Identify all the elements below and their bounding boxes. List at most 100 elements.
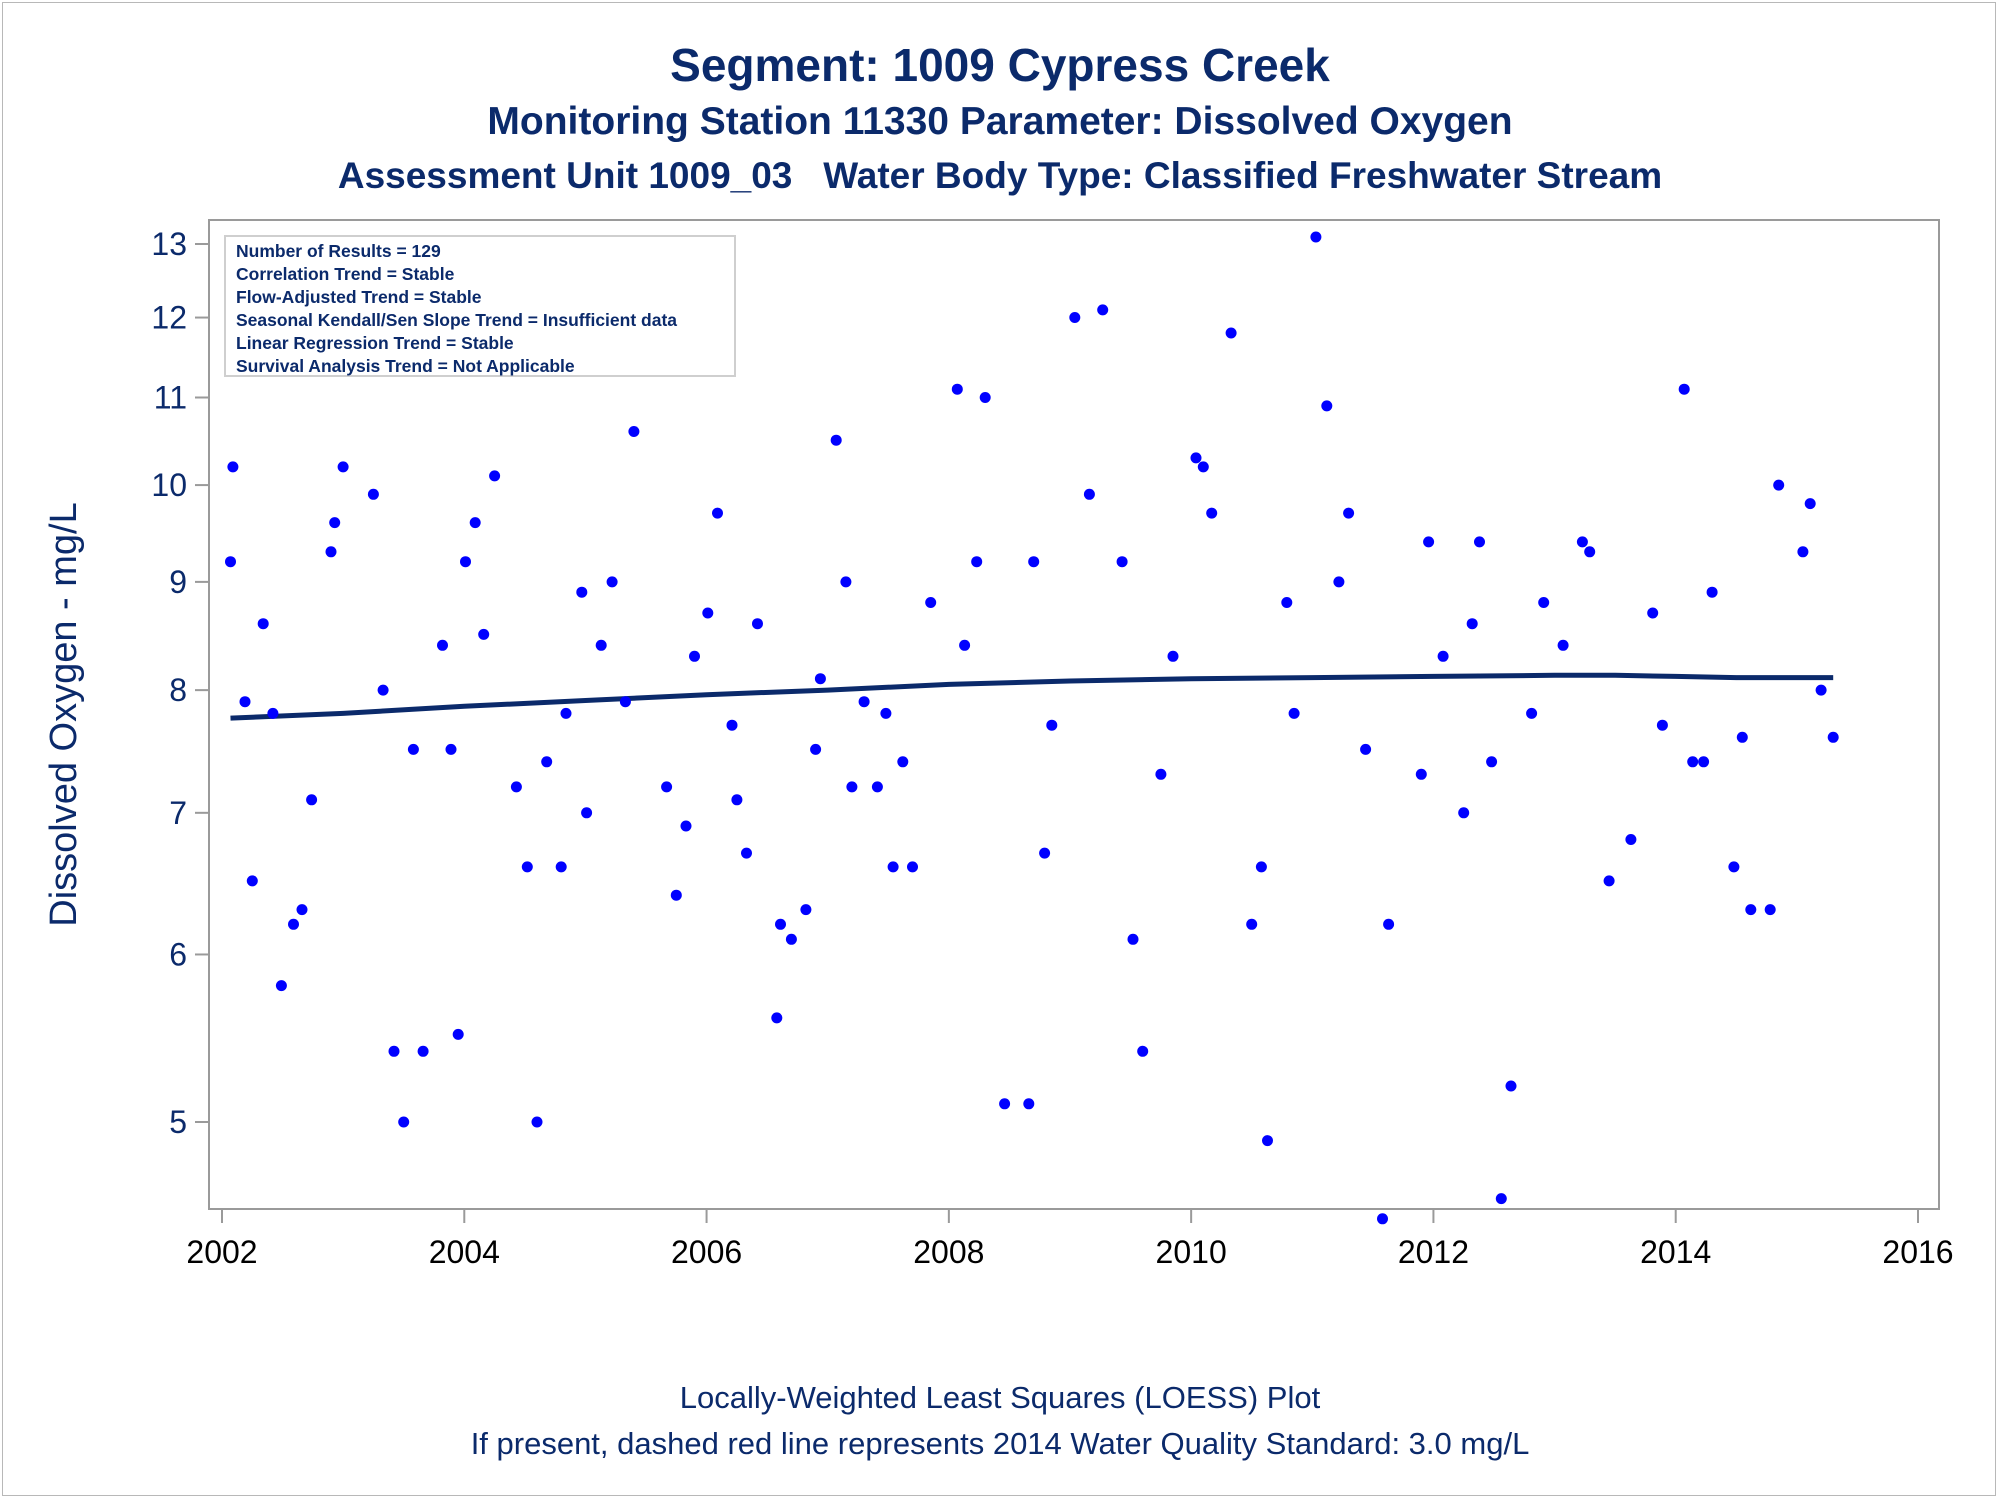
data-point: [1773, 479, 1785, 491]
data-point: [560, 707, 572, 719]
data-point: [814, 673, 826, 685]
data-point: [897, 756, 909, 768]
data-point: [1333, 576, 1345, 588]
x-tick-label: 2008: [913, 1234, 984, 1270]
data-point: [999, 1098, 1011, 1110]
data-point: [306, 794, 318, 806]
data-point: [1656, 719, 1668, 731]
data-point: [1023, 1098, 1035, 1110]
chart-subtitle-2: Assessment Unit 1009_03 Water Body Type:…: [337, 155, 1663, 196]
data-point: [1584, 546, 1596, 558]
data-point: [1167, 650, 1179, 662]
data-point: [452, 1028, 464, 1040]
data-point: [1603, 875, 1615, 887]
data-point: [377, 684, 389, 696]
x-tick-label: 2012: [1398, 1234, 1469, 1270]
data-point: [1069, 312, 1081, 323]
data-point: [1155, 768, 1167, 780]
footnote-loess: Locally-Weighted Least Squares (LOESS) P…: [679, 1380, 1321, 1415]
data-point: [925, 597, 937, 608]
data-point: [1625, 834, 1637, 845]
x-tick-label: 2006: [671, 1234, 742, 1270]
y-tick-label: 12: [151, 300, 187, 336]
data-point: [1206, 507, 1218, 519]
data-point: [858, 696, 870, 708]
data-point: [1557, 639, 1569, 651]
data-point: [239, 696, 251, 708]
data-point: [661, 781, 673, 793]
data-point: [1526, 707, 1538, 719]
data-point: [469, 517, 481, 529]
data-point: [1321, 400, 1333, 412]
data-point: [288, 918, 299, 930]
stat-number-of-results: Number of Results = 129: [236, 241, 441, 261]
data-point: [367, 488, 379, 500]
data-point: [275, 980, 287, 992]
data-point: [1197, 461, 1209, 473]
data-point: [257, 618, 269, 630]
stat-seasonal-kendall-trend: Seasonal Kendall/Sen Slope Trend = Insuf…: [236, 310, 678, 330]
data-point: [810, 743, 822, 755]
stat-survival-analysis-trend: Survival Analysis Trend = Not Applicable: [236, 356, 575, 376]
data-point: [478, 628, 490, 640]
y-tick-label: 5: [169, 1104, 187, 1140]
data-point: [702, 607, 714, 619]
data-point: [227, 461, 239, 473]
data-point: [541, 756, 553, 768]
data-point: [1083, 488, 1095, 500]
data-point: [1190, 452, 1202, 464]
data-point: [1815, 684, 1827, 696]
data-point: [771, 1012, 783, 1024]
data-point: [1466, 618, 1478, 630]
data-point: [1827, 731, 1839, 743]
data-point: [1028, 556, 1040, 568]
data-point: [1116, 556, 1128, 568]
data-point: [1458, 807, 1470, 819]
data-point: [296, 904, 308, 916]
data-point: [417, 1045, 429, 1057]
data-point: [775, 918, 786, 930]
data-point: [1505, 1080, 1517, 1092]
x-tick-label: 2002: [186, 1234, 257, 1270]
y-tick-label: 8: [169, 672, 187, 708]
y-tick-label: 7: [169, 795, 187, 831]
y-tick-label: 10: [151, 467, 187, 503]
data-point: [1127, 933, 1139, 945]
data-point: [830, 434, 842, 446]
data-point: [225, 556, 236, 568]
data-point: [1495, 1193, 1507, 1205]
data-point: [785, 933, 797, 945]
data-point: [1538, 597, 1550, 608]
data-point: [1437, 650, 1449, 662]
data-point: [731, 794, 743, 806]
data-point: [1360, 743, 1372, 755]
data-point: [752, 618, 763, 630]
chart-subtitle: Monitoring Station 11330 Parameter: Diss…: [487, 100, 1513, 143]
data-point: [1804, 498, 1816, 510]
data-point: [1678, 383, 1690, 395]
data-point: [1246, 918, 1258, 930]
chart-title: Segment: 1009 Cypress Creek: [670, 39, 1330, 91]
data-point: [576, 586, 588, 598]
data-point: [880, 707, 892, 719]
data-point: [971, 556, 983, 568]
data-point: [689, 650, 700, 662]
data-point: [1415, 768, 1427, 780]
data-point: [846, 781, 858, 793]
data-point: [555, 861, 567, 873]
data-point: [979, 392, 991, 403]
stat-correlation-trend: Correlation Trend = Stable: [236, 264, 455, 284]
data-point: [1745, 904, 1757, 916]
data-point: [1255, 861, 1267, 873]
data-point: [1486, 756, 1498, 768]
data-point: [531, 1116, 543, 1128]
data-point: [510, 781, 522, 793]
y-tick-label: 11: [154, 380, 187, 416]
data-point: [581, 807, 593, 819]
y-tick-label: 6: [169, 936, 187, 972]
data-point: [1423, 536, 1435, 548]
data-point: [246, 875, 258, 887]
data-point: [398, 1116, 410, 1128]
data-point: [1225, 327, 1237, 339]
